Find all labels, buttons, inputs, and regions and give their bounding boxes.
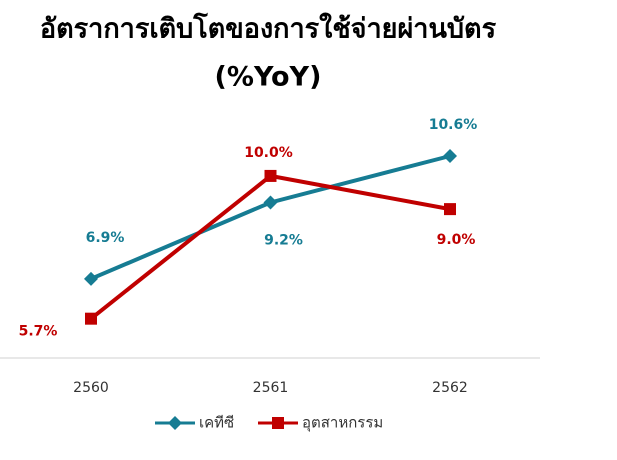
legend-label: อุตสาหกรรม: [302, 414, 383, 433]
x-tick-label: 2560: [73, 380, 109, 396]
x-tick-label: 2561: [253, 380, 289, 396]
chart-subtitle: (%YoY): [215, 62, 322, 93]
value-label: 5.7%: [19, 324, 58, 340]
value-label: 9.2%: [264, 232, 303, 248]
marker: [272, 417, 284, 429]
marker: [443, 149, 457, 163]
x-tick-label: 2562: [432, 380, 468, 396]
value-label: 9.0%: [437, 232, 476, 248]
marker: [168, 416, 182, 430]
marker: [263, 195, 278, 210]
legend-label: เคทีซี: [199, 414, 234, 432]
marker: [264, 169, 277, 182]
value-label: 10.0%: [244, 145, 293, 161]
marker: [444, 203, 456, 216]
marker: [85, 312, 97, 325]
value-label: 10.6%: [429, 117, 478, 133]
value-label: 6.9%: [86, 230, 125, 246]
chart-title: อัตราการเติบโตของการใช้จ่ายผ่านบัตร: [40, 12, 497, 45]
marker: [84, 271, 98, 286]
